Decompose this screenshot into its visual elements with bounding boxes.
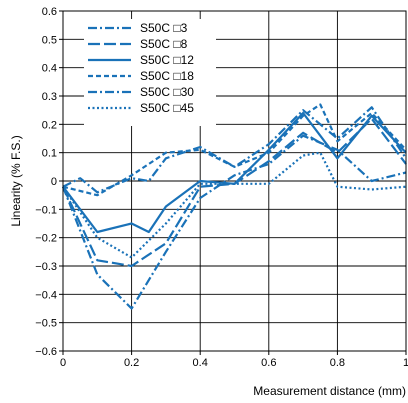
x-tick-label: 1 (403, 357, 408, 369)
x-tick-label: 0.2 (124, 357, 139, 369)
tick-labels: 0 0.2 0.4 0.6 0.8 1 0.6 0.5 0.4 0.3 0.2 0.1 0 −0.1 −0.… (35, 6, 408, 369)
y-tick-label: −0.5 (35, 318, 57, 330)
x-tick-label: 0.4 (193, 357, 208, 369)
y-tick-label: −0.3 (35, 261, 57, 273)
series-line-5 (62, 106, 407, 194)
series-line-4 (62, 103, 407, 197)
legend-label-2: S50C □8 (140, 37, 188, 51)
y-tick-label: −0.1 (35, 204, 57, 216)
legend-label-4: S50C □18 (140, 69, 194, 83)
legend: S50C □3 S50C □8 S50C □12 S50C □18 S50C □30 S5… (84, 19, 216, 126)
series-line-6 (62, 151, 407, 259)
y-tick-label: −0.2 (35, 233, 57, 245)
y-tick-label: 0.3 (42, 91, 57, 103)
x-tick-label: 0.6 (261, 357, 276, 369)
legend-label-6: S50C □45 (140, 101, 194, 115)
legend-label-5: S50C □30 (140, 85, 194, 99)
y-tick-label: 0 (51, 176, 57, 188)
series-line-3 (62, 111, 407, 234)
y-tick-label: 0.6 (42, 6, 57, 18)
x-tick-label: 0.8 (330, 357, 345, 369)
legend-label-3: S50C □12 (140, 53, 194, 67)
y-tick-label: 0.4 (42, 63, 57, 75)
y-axis-title: Linearity (% F.S.) (9, 135, 23, 226)
y-tick-label: 0.5 (42, 34, 57, 46)
series-line-1 (61, 134, 407, 310)
y-tick-label: −0.6 (35, 346, 57, 358)
y-tick-label: 0.1 (42, 148, 57, 160)
y-tick-label: −0.4 (35, 289, 57, 301)
x-tick-label: 0 (60, 357, 66, 369)
series-lines (61, 103, 407, 310)
series-line-2 (62, 117, 407, 268)
x-axis-title: Measurement distance (mm) (253, 384, 406, 398)
legend-label-1: S50C □3 (140, 21, 188, 35)
y-tick-label: 0.2 (42, 119, 57, 131)
